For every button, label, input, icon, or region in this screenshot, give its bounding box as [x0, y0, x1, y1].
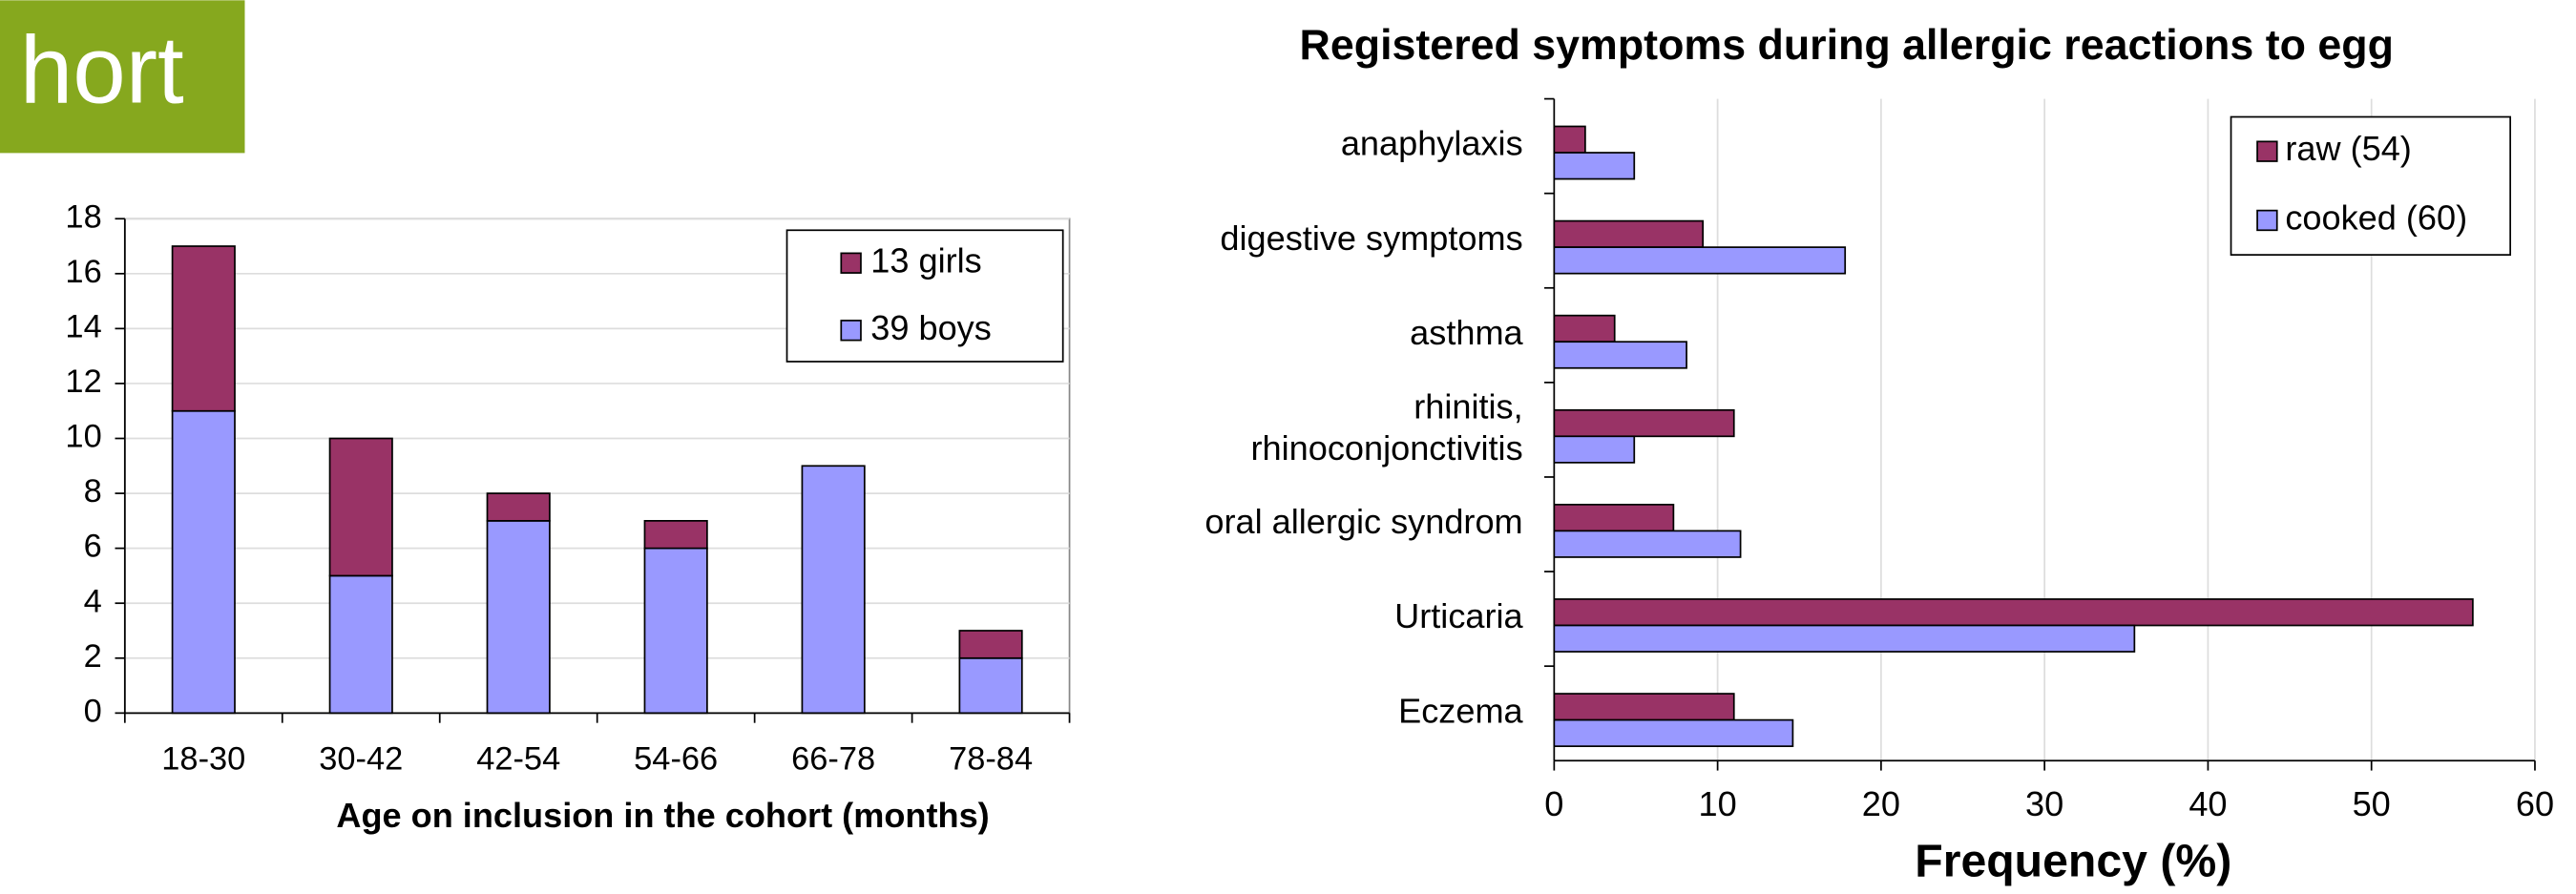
y-tick-label: 4	[84, 583, 102, 619]
x-tick-label: 10	[1699, 784, 1737, 823]
y-tick-label: anaphylaxis	[1341, 124, 1523, 163]
header-box	[0, 0, 245, 154]
legend-swatch	[840, 252, 862, 274]
legend-swatch	[840, 320, 862, 342]
x-tick-label: 60	[2516, 784, 2554, 823]
bar	[1553, 504, 1675, 532]
bar	[1553, 125, 1586, 154]
bar	[1553, 435, 1636, 464]
y-tick-label: 10	[65, 419, 101, 455]
x-tick-label: 54-66	[634, 740, 718, 777]
bar	[171, 409, 236, 715]
bar	[1553, 219, 1705, 248]
y-tick-label: 18	[65, 198, 101, 235]
bar	[1553, 246, 1847, 275]
x-tick-label: 40	[2189, 784, 2227, 823]
header-title: hort	[20, 18, 184, 124]
x-tick-label: 78-84	[949, 740, 1033, 777]
y-tick-label: digestive symptoms	[1220, 218, 1522, 258]
bar	[1553, 408, 1735, 438]
bar	[1553, 693, 1735, 721]
x-axis-label: Age on inclusion in the cohort (months)	[336, 796, 989, 835]
x-tick-label: 20	[1862, 784, 1900, 823]
chart-title: Registered symptoms during allergic reac…	[1300, 21, 2394, 69]
bar	[801, 465, 866, 715]
bar	[1553, 624, 2136, 653]
x-tick-label: 50	[2353, 784, 2391, 823]
bar	[328, 574, 393, 715]
bar	[643, 520, 708, 550]
bar	[486, 492, 551, 522]
y-tick-label: 14	[65, 308, 101, 344]
y-tick-label: 12	[65, 364, 101, 400]
legend-label: 13 girls	[870, 240, 981, 280]
bar	[171, 245, 236, 412]
bar	[1553, 718, 1794, 748]
x-tick-label: 0	[1544, 784, 1563, 823]
bar	[643, 547, 708, 715]
bar	[1553, 341, 1687, 369]
legend-box	[2230, 115, 2512, 256]
legend-label: 39 boys	[870, 308, 992, 347]
x-tick-label: 18-30	[161, 740, 245, 777]
y-tick-label: oral allergic syndrom	[1204, 502, 1522, 541]
bar	[1553, 314, 1616, 343]
bar	[958, 656, 1023, 715]
y-tick-label: 8	[84, 473, 102, 509]
y-tick-label: rhinitis, rhinoconjonctivitis	[1251, 386, 1523, 467]
legend-swatch	[2256, 140, 2278, 162]
bar	[328, 437, 393, 577]
y-tick-label: 16	[65, 254, 101, 290]
y-tick-label: 6	[84, 529, 102, 565]
y-tick-label: 0	[84, 693, 102, 729]
bar	[958, 630, 1023, 659]
legend-box	[785, 229, 1064, 363]
legend-label: cooked (60)	[2285, 198, 2467, 238]
bar	[486, 520, 551, 715]
y-tick-label: asthma	[1410, 313, 1523, 352]
bar	[1553, 530, 1742, 558]
x-axis-label: Frequency (%)	[1915, 835, 2231, 886]
x-tick-label: 66-78	[791, 740, 875, 777]
bar	[1553, 152, 1636, 180]
y-tick-label: Eczema	[1398, 691, 1523, 730]
legend-label: raw (54)	[2285, 129, 2412, 168]
bar	[1553, 598, 2474, 627]
y-tick-label: 2	[84, 638, 102, 675]
x-tick-label: 30	[2025, 784, 2063, 823]
y-tick-label: Urticaria	[1394, 596, 1523, 635]
x-tick-label: 30-42	[319, 740, 403, 777]
x-tick-label: 42-54	[476, 740, 560, 777]
legend-swatch	[2256, 209, 2278, 232]
